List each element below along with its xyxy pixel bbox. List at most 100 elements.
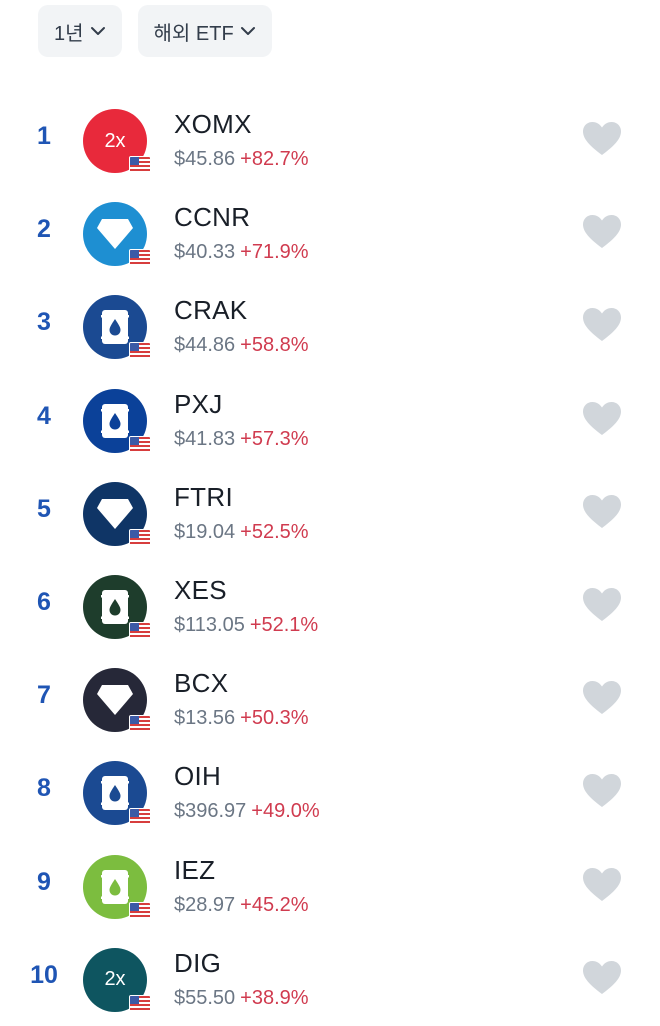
etf-ranking-list: 1 2x XOMX $45.86 +82.7% 2 CCNR $40.33 +71.… — [0, 94, 660, 1026]
heart-icon[interactable] — [582, 960, 622, 996]
us-flag-icon — [129, 249, 151, 267]
us-flag-icon — [129, 156, 151, 173]
us-flag-icon — [129, 621, 151, 639]
price-quote: $19.04 +52.5% — [174, 521, 309, 544]
price-value: $13.56 — [174, 707, 236, 730]
ticker-symbol: CCNR — [174, 202, 251, 233]
change-percent: +45.2% — [240, 893, 309, 916]
price-quote: $55.50 +38.9% — [174, 987, 309, 1010]
us-flag-icon — [129, 342, 151, 360]
rank-number: 9 — [37, 867, 51, 896]
heart-icon[interactable] — [582, 401, 622, 437]
logo-text: 2x — [104, 968, 126, 991]
etf-logo — [83, 202, 147, 267]
etf-list-item[interactable]: 3 CRAK $44.86 +58.8% — [0, 280, 660, 373]
diamond-icon — [96, 218, 134, 250]
ticker-symbol: IEZ — [174, 854, 216, 885]
change-percent: +49.0% — [251, 800, 320, 823]
rank-number: 3 — [37, 308, 51, 337]
chevron-down-icon — [90, 27, 105, 35]
etf-list-item[interactable]: 7 BCX $13.56 +50.3% — [0, 653, 660, 746]
oil-barrel-icon — [101, 402, 129, 440]
us-flag-icon — [129, 994, 151, 1012]
ticker-symbol: FTRI — [174, 481, 233, 512]
ticker-symbol: CRAK — [174, 295, 248, 326]
price-value: $44.86 — [174, 334, 236, 357]
price-value: $396.97 — [174, 800, 247, 823]
ticker-symbol: OIH — [174, 761, 222, 792]
category-filter-button[interactable]: 해외 ETF — [137, 5, 272, 57]
etf-list-item[interactable]: 2 CCNR $40.33 +71.9% — [0, 187, 660, 280]
price-quote: $113.05 +52.1% — [174, 614, 318, 637]
change-percent: +50.3% — [240, 707, 309, 730]
etf-list-item[interactable]: 10 2x DIG $55.50 +38.9% — [0, 933, 660, 1026]
etf-list-item[interactable]: 9 IEZ $28.97 +45.2% — [0, 840, 660, 933]
change-percent: +38.9% — [240, 986, 309, 1009]
oil-barrel-icon — [101, 308, 129, 346]
change-percent: +52.5% — [240, 520, 309, 543]
oil-barrel-icon — [101, 868, 129, 906]
price-quote: $40.33 +71.9% — [174, 241, 309, 264]
us-flag-icon — [129, 435, 151, 453]
rank-number: 2 — [37, 215, 51, 244]
change-percent: +82.7% — [240, 148, 309, 170]
price-quote: $41.83 +57.3% — [174, 428, 309, 451]
rank-number: 8 — [37, 774, 51, 803]
price-value: $28.97 — [174, 893, 236, 916]
ticker-symbol: PXJ — [174, 388, 223, 419]
filter-bar: 1년 해외 ETF — [38, 5, 272, 57]
ticker-symbol: BCX — [174, 668, 229, 699]
etf-list-item[interactable]: 4 PXJ $41.83 +57.3% — [0, 374, 660, 467]
price-quote: $396.97 +49.0% — [174, 800, 320, 823]
price-value: $40.33 — [174, 241, 236, 264]
period-filter-button[interactable]: 1년 — [38, 5, 122, 57]
us-flag-icon — [129, 528, 151, 546]
etf-logo — [83, 295, 147, 360]
heart-icon[interactable] — [582, 680, 622, 716]
price-value: $55.50 — [174, 986, 236, 1009]
change-percent: +52.1% — [249, 613, 319, 636]
change-percent: +57.3% — [240, 427, 309, 450]
price-quote: $45.86 +82.7% — [174, 148, 309, 171]
etf-list-item[interactable]: 6 XES $113.05 +52.1% — [0, 560, 660, 653]
us-flag-icon — [129, 808, 151, 826]
heart-icon[interactable] — [582, 773, 622, 809]
price-value: $113.05 — [174, 613, 245, 636]
price-value: $41.83 — [174, 427, 236, 450]
heart-icon[interactable] — [582, 494, 622, 530]
rank-number: 4 — [37, 401, 51, 430]
us-flag-icon — [129, 901, 151, 919]
rank-number: 7 — [37, 681, 51, 710]
price-quote: $13.56 +50.3% — [174, 707, 309, 730]
change-percent: +58.8% — [240, 334, 309, 357]
diamond-icon — [96, 498, 134, 530]
rank-number: 5 — [37, 494, 51, 523]
heart-icon[interactable] — [582, 867, 622, 903]
diamond-icon — [96, 684, 134, 716]
chevron-down-icon — [240, 27, 255, 35]
heart-icon[interactable] — [582, 121, 622, 157]
ticker-symbol: XES — [174, 574, 227, 605]
rank-number: 6 — [37, 587, 51, 616]
period-filter-label: 1년 — [54, 22, 84, 45]
price-quote: $44.86 +58.8% — [174, 334, 309, 357]
etf-logo — [83, 574, 147, 639]
rank-number: 10 — [30, 960, 58, 989]
etf-list-item[interactable]: 1 2x XOMX $45.86 +82.7% — [0, 94, 660, 187]
etf-logo — [83, 761, 147, 826]
etf-list-item[interactable]: 8 OIH $396.97 +49.0% — [0, 746, 660, 839]
etf-list-item[interactable]: 5 FTRI $19.04 +52.5% — [0, 467, 660, 560]
ticker-symbol: DIG — [174, 947, 222, 978]
price-value: $19.04 — [174, 520, 236, 543]
heart-icon[interactable] — [582, 214, 622, 250]
heart-icon[interactable] — [582, 587, 622, 623]
heart-icon[interactable] — [582, 307, 622, 343]
ticker-symbol: XOMX — [174, 109, 252, 139]
category-filter-label: 해외 ETF — [153, 22, 234, 45]
oil-barrel-icon — [101, 588, 129, 626]
rank-number: 1 — [37, 122, 51, 150]
change-percent: +71.9% — [240, 241, 309, 264]
us-flag-icon — [129, 715, 151, 733]
logo-text: 2x — [104, 129, 126, 152]
etf-logo: 2x — [83, 109, 147, 173]
